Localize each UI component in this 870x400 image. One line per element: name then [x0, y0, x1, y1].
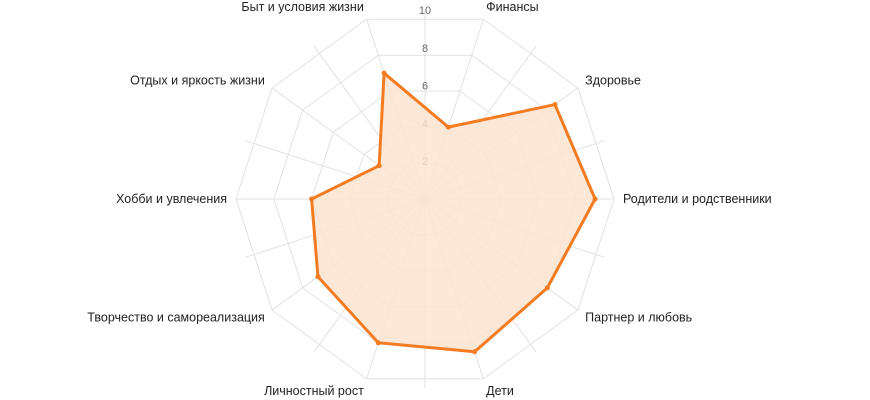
category-label: Быт и условия жизни: [241, 0, 363, 14]
data-point[interactable]: [376, 163, 382, 169]
data-point[interactable]: [544, 285, 550, 291]
data-point[interactable]: [315, 274, 321, 280]
data-point[interactable]: [309, 196, 315, 202]
category-label: Родители и родственники: [623, 192, 772, 206]
category-label: Отдых и яркость жизни: [130, 73, 265, 87]
category-label: Хобби и увлечения: [116, 192, 227, 206]
tick-label: 10: [419, 5, 431, 17]
data-point[interactable]: [592, 196, 598, 202]
category-label: Финансы: [486, 0, 538, 14]
tick-label: 8: [422, 43, 428, 55]
category-label: Здоровье: [585, 73, 641, 87]
data-point[interactable]: [472, 349, 478, 355]
series-area: [310, 71, 597, 354]
category-label: Партнер и любовь: [585, 311, 692, 325]
category-label: Личностный рост: [264, 384, 364, 398]
series-layer: [309, 70, 598, 355]
data-point[interactable]: [445, 124, 451, 130]
data-point[interactable]: [375, 340, 381, 346]
data-point[interactable]: [552, 102, 558, 108]
category-labels: Финансы Здоровье Родители и родственники Па…: [87, 0, 771, 398]
tick-label: 6: [422, 81, 428, 93]
data-point[interactable]: [381, 70, 387, 76]
category-label: Творчество и самореализация: [87, 311, 265, 325]
category-label: Дети: [486, 384, 514, 398]
